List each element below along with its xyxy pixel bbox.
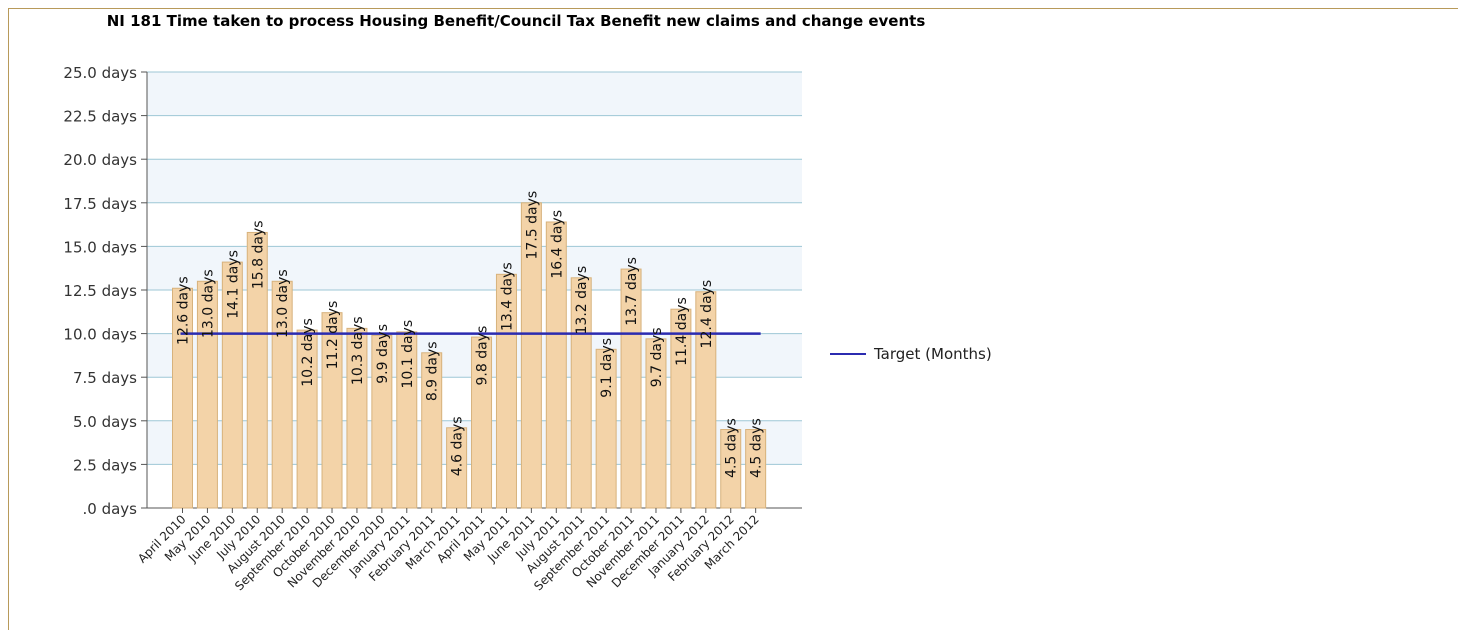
data-label: 9.1 days — [599, 338, 615, 398]
data-label: 9.9 days — [375, 324, 391, 384]
data-label: 17.5 days — [524, 191, 540, 260]
legend-label-target: Target (Months) — [874, 345, 992, 363]
data-label: 12.4 days — [699, 280, 715, 349]
y-tick-label: 7.5 days — [73, 369, 137, 387]
data-label: 4.5 days — [749, 418, 765, 478]
data-label: 13.7 days — [624, 257, 640, 326]
data-label: 9.7 days — [649, 327, 665, 387]
y-tick-label: 22.5 days — [63, 108, 137, 126]
data-label: 10.3 days — [350, 316, 366, 385]
data-label: 16.4 days — [549, 210, 565, 279]
data-label: 9.8 days — [475, 326, 491, 386]
y-tick-label: 15.0 days — [63, 238, 137, 256]
y-tick-label: 10.0 days — [63, 326, 137, 344]
data-label: 10.1 days — [400, 320, 416, 389]
data-label: 4.5 days — [724, 418, 740, 478]
y-tick-label: 17.5 days — [63, 195, 137, 213]
y-tick-label: 25.0 days — [63, 64, 137, 82]
data-label: 11.4 days — [674, 297, 690, 366]
y-tick-label: 2.5 days — [73, 456, 137, 474]
data-label: 4.6 days — [450, 416, 466, 476]
data-label: 13.0 days — [275, 269, 291, 338]
data-label: 15.8 days — [250, 220, 266, 289]
y-tick-label: .0 days — [83, 500, 138, 518]
y-tick-label: 12.5 days — [63, 282, 137, 300]
legend: Target (Months) — [830, 345, 992, 363]
legend-swatch-target — [830, 353, 866, 355]
plot-band — [147, 72, 802, 116]
plot-band — [147, 115, 802, 160]
data-label: 13.2 days — [574, 266, 590, 335]
y-tick-label: 20.0 days — [63, 151, 137, 169]
data-label: 12.6 days — [176, 276, 192, 345]
data-label: 11.2 days — [325, 301, 341, 370]
data-label: 13.4 days — [499, 262, 515, 331]
chart-title: NI 181 Time taken to process Housing Ben… — [106, 12, 926, 30]
data-label: 13.0 days — [200, 269, 216, 338]
plot-band — [147, 202, 802, 247]
y-tick-label: 5.0 days — [73, 413, 137, 431]
plot-band — [147, 159, 802, 203]
data-label: 8.9 days — [425, 341, 441, 401]
data-label: 10.2 days — [300, 318, 316, 387]
data-label: 14.1 days — [225, 250, 241, 319]
